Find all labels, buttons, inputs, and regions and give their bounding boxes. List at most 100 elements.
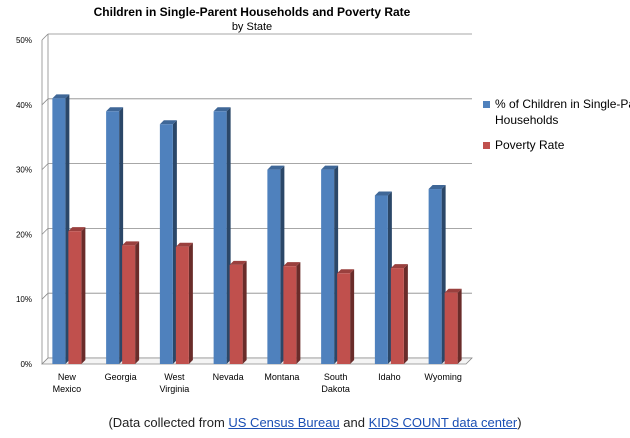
- bar-top: [267, 165, 285, 170]
- y-tick-label: 10%: [16, 295, 32, 304]
- gridline-side: [41, 98, 49, 106]
- bar-top: [229, 260, 247, 265]
- x-category-line: Virginia: [159, 384, 189, 394]
- bar-single-parent: [374, 191, 392, 364]
- legend-line: Poverty Rate: [495, 138, 565, 152]
- x-category-line: New: [58, 372, 77, 382]
- gridline-side: [41, 163, 49, 170]
- bar-side: [188, 242, 193, 364]
- legend-label: Poverty Rate: [495, 138, 565, 152]
- y-tick-label: 50%: [16, 36, 32, 45]
- bar-side: [350, 269, 355, 364]
- bar-top: [68, 227, 86, 232]
- source-prefix: (Data collected from: [108, 415, 229, 430]
- bar-single-parent: [106, 107, 124, 364]
- kids-count-link[interactable]: KIDS COUNT data center: [368, 415, 518, 430]
- y-tick-label: 30%: [16, 166, 32, 175]
- bar-top: [444, 288, 462, 293]
- x-category-line: Nevada: [213, 372, 244, 382]
- bar-front: [159, 124, 173, 365]
- x-category-line: Wyoming: [424, 372, 461, 382]
- bar-top: [122, 241, 140, 246]
- bar-front: [374, 195, 388, 364]
- legend-line: Households: [495, 113, 558, 127]
- x-category-label: Georgia: [105, 372, 137, 382]
- bar-front: [175, 246, 189, 364]
- bar-side: [296, 262, 301, 364]
- gridline-side: [41, 33, 49, 41]
- bar-side: [242, 260, 247, 364]
- bar-poverty-rate: [68, 227, 86, 364]
- bar-side: [457, 288, 462, 364]
- us-census-bureau-link[interactable]: US Census Bureau: [228, 415, 340, 430]
- bar-top: [159, 120, 177, 125]
- x-category-line: Dakota: [321, 384, 350, 394]
- bar-poverty-rate: [390, 264, 408, 364]
- x-category-label: Wyoming: [424, 372, 461, 382]
- legend-line: % of Children in Single-Parent: [495, 97, 630, 111]
- bar-top: [374, 191, 392, 196]
- x-category-line: South: [324, 372, 348, 382]
- bar-front: [68, 231, 82, 364]
- bar-top: [213, 107, 231, 112]
- x-category-line: Mexico: [53, 384, 82, 394]
- bar-single-parent: [267, 165, 285, 364]
- source-middle: and: [339, 415, 369, 430]
- x-category-label: Idaho: [378, 372, 401, 382]
- bar-front: [444, 292, 458, 364]
- y-tick-label: 20%: [16, 230, 32, 239]
- bar-side: [81, 227, 86, 364]
- x-category-label: Montana: [264, 372, 299, 382]
- bar-poverty-rate: [229, 260, 247, 364]
- bar-poverty-rate: [283, 262, 301, 364]
- legend-swatch: [483, 101, 490, 108]
- gridline-side: [41, 292, 49, 300]
- bar-side: [135, 241, 140, 364]
- bar-front: [267, 169, 281, 364]
- bar-front: [52, 98, 66, 364]
- bar-top: [337, 269, 355, 274]
- bar-top: [106, 107, 124, 112]
- chart-title: Children in Single-Parent Households and…: [94, 5, 411, 19]
- legend-swatch: [483, 142, 490, 149]
- bar-single-parent: [428, 185, 446, 364]
- bar-front: [337, 273, 351, 364]
- chart-subtitle: by State: [232, 21, 272, 33]
- legend-label: % of Children in Single-Parent Households: [495, 97, 630, 127]
- source-note: (Data collected from US Census Bureau an…: [0, 415, 630, 430]
- chart: Children in Single-Parent Households and…: [16, 5, 630, 394]
- legend: % of Children in Single-Parent Households…: [483, 97, 630, 152]
- bar-top: [52, 94, 70, 99]
- bar-single-parent: [159, 120, 177, 365]
- bar-front: [390, 268, 404, 364]
- bar-front: [321, 169, 335, 364]
- gridline-side: [41, 228, 49, 235]
- bar-front: [229, 264, 243, 364]
- bar-poverty-rate: [122, 241, 140, 364]
- y-tick-label: 0%: [20, 360, 32, 369]
- source-suffix: ): [517, 415, 522, 430]
- bar-front: [283, 266, 297, 364]
- bar-single-parent: [52, 94, 70, 364]
- x-category-label: Nevada: [213, 372, 244, 382]
- bar-single-parent: [213, 107, 231, 364]
- bar-side: [403, 264, 408, 364]
- y-tick-label: 40%: [16, 101, 32, 110]
- plot-area: 0% 10% 20% 30% 40% 50% New Mexico Georgia West Vir…: [16, 33, 473, 394]
- x-category-line: Idaho: [378, 372, 401, 382]
- x-category-label: New Mexico: [53, 372, 82, 394]
- bar-top: [321, 165, 339, 170]
- x-category-line: West: [164, 372, 185, 382]
- bar-top: [283, 262, 301, 267]
- bar-poverty-rate: [444, 288, 462, 364]
- x-category-label: South Dakota: [321, 372, 350, 394]
- bar-front: [428, 189, 442, 364]
- bar-top: [175, 242, 193, 247]
- x-category-label: West Virginia: [159, 372, 189, 394]
- bar-poverty-rate: [337, 269, 355, 364]
- bar-front: [106, 111, 120, 364]
- x-category-line: Montana: [264, 372, 299, 382]
- bar-front: [122, 245, 136, 364]
- bar-top: [428, 185, 446, 190]
- x-category-line: Georgia: [105, 372, 137, 382]
